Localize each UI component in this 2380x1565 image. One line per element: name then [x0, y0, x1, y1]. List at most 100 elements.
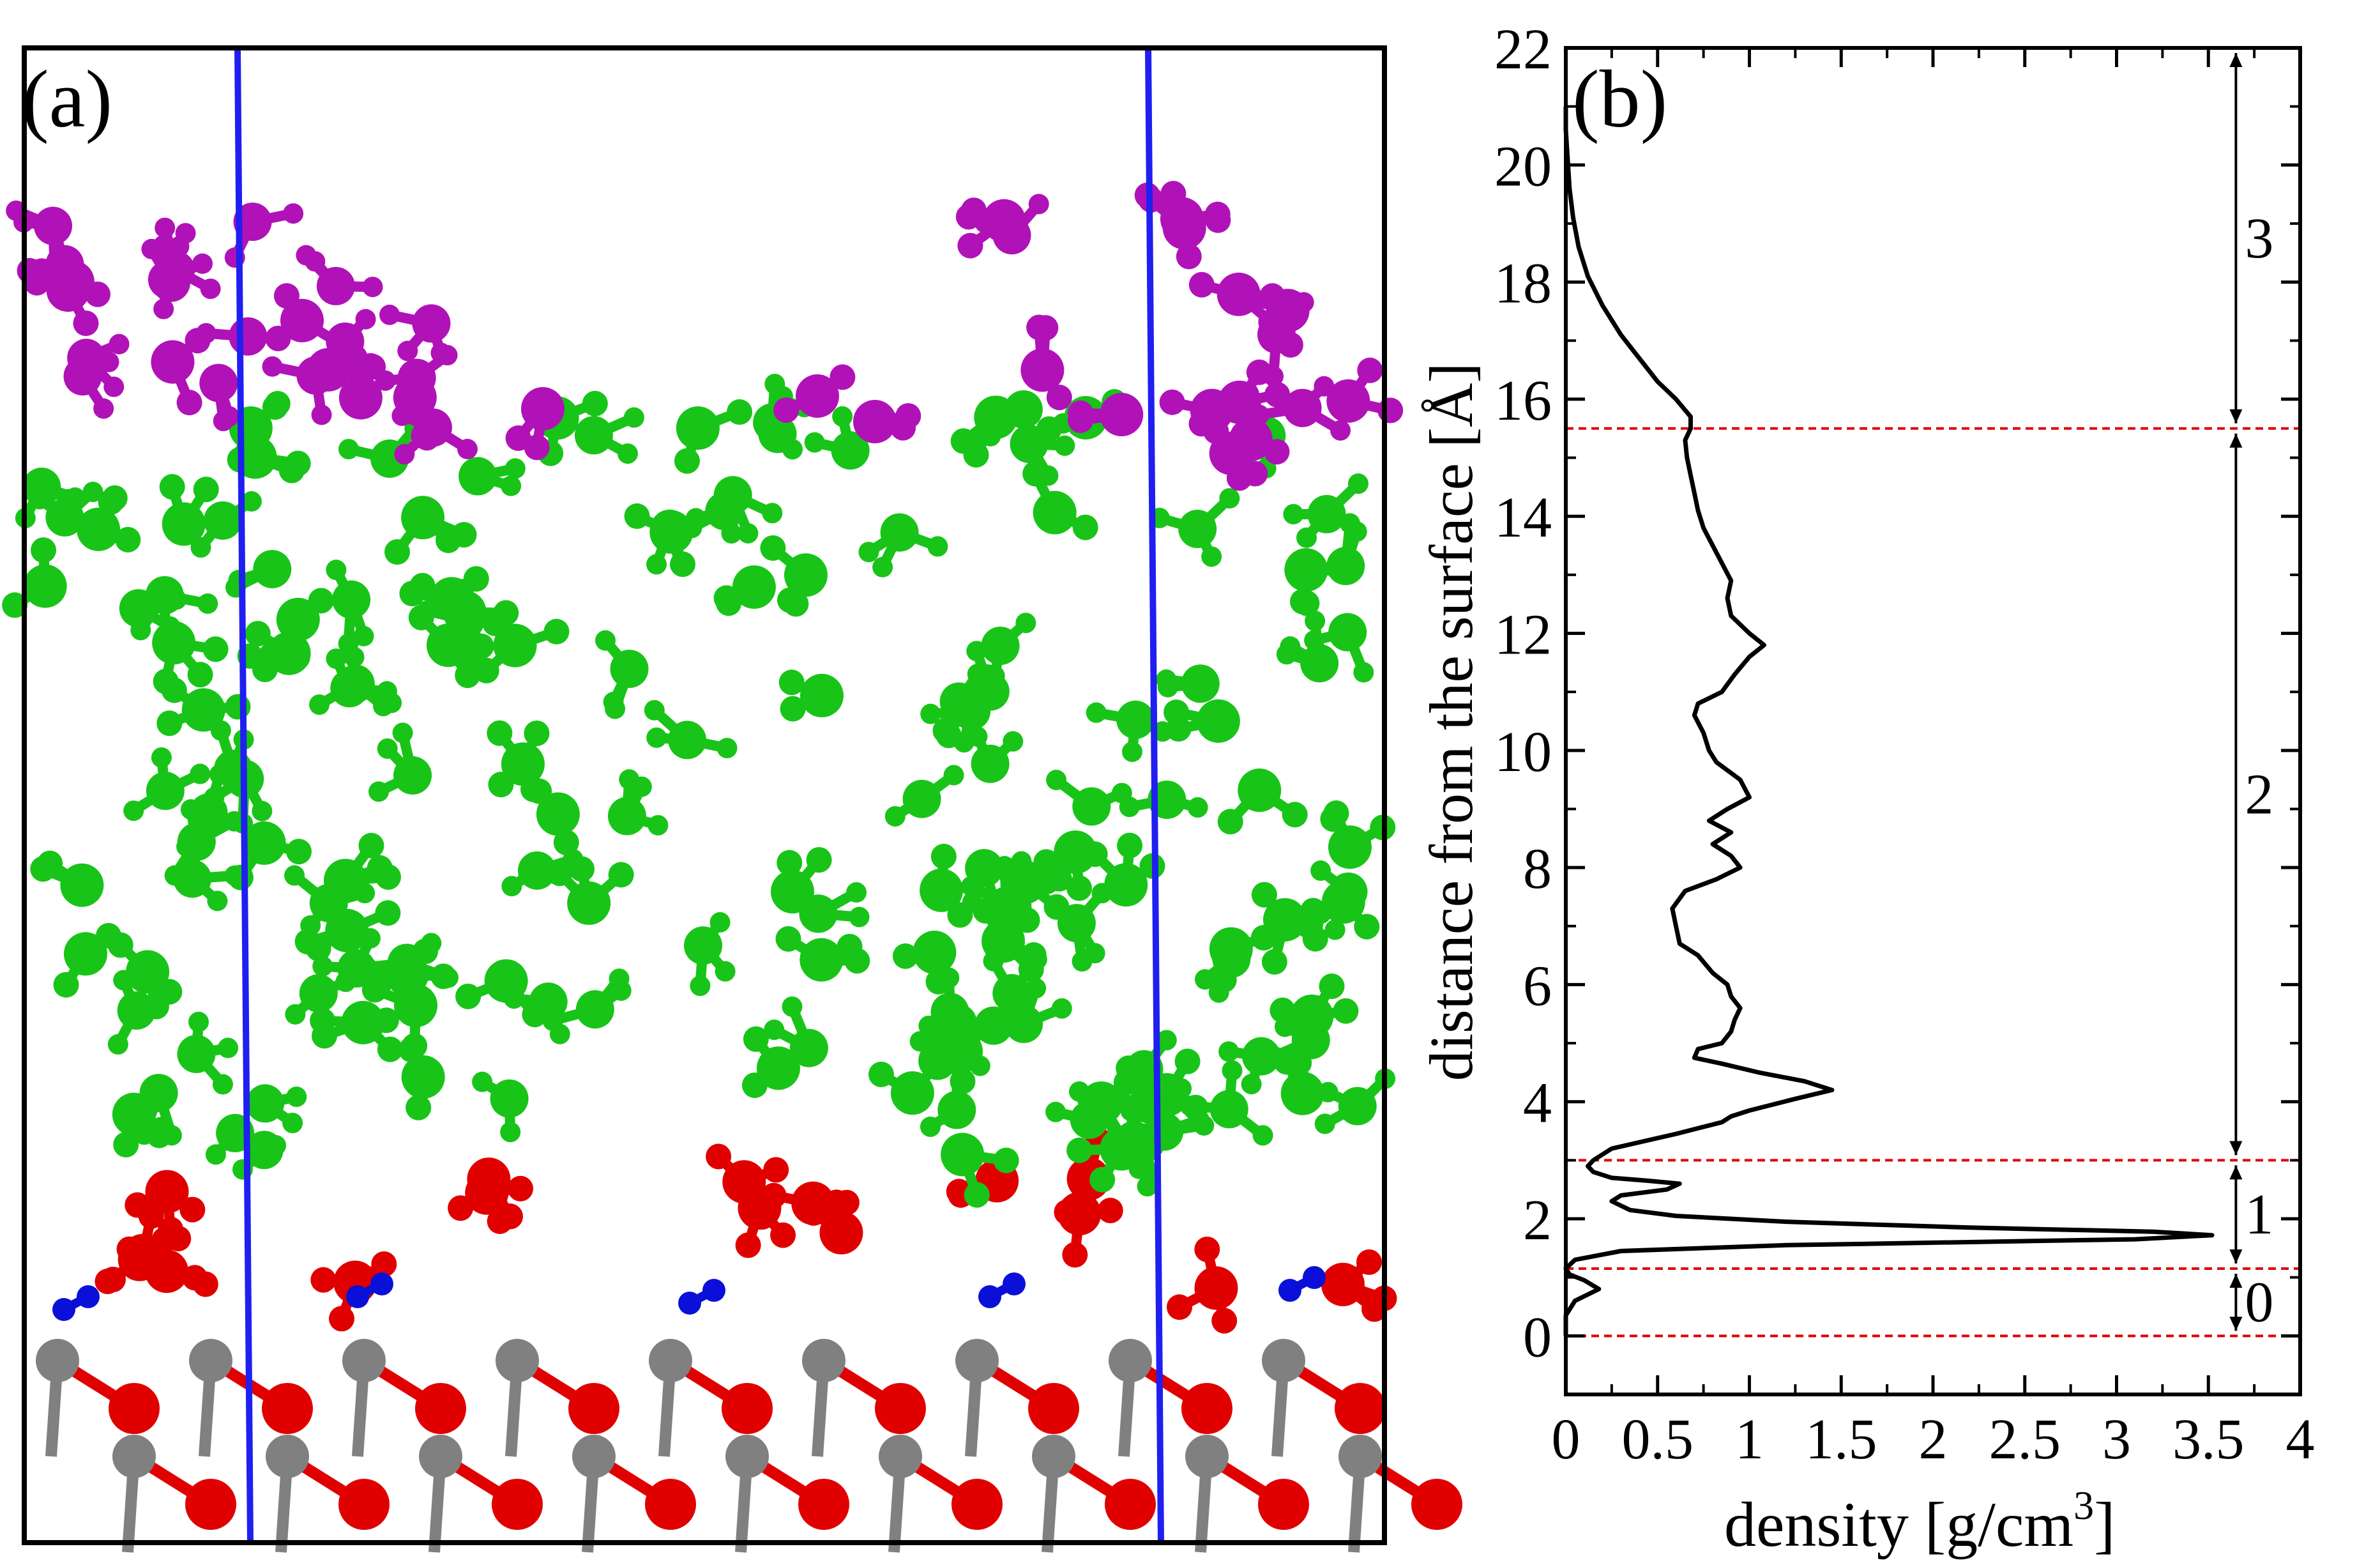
liquid-molecule-atom: [1251, 882, 1277, 908]
liquid-molecule-atom: [286, 1086, 307, 1107]
liquid-molecule-atom: [341, 1000, 385, 1044]
liquid-molecule-atom: [409, 572, 436, 599]
liquid-molecule-atom: [188, 1011, 209, 1032]
liquid-molecule-atom: [146, 772, 185, 811]
liquid-molecule-atom: [617, 443, 638, 464]
liquid-molecule-atom: [197, 593, 218, 614]
adsorbed-molecule-atom: [165, 1225, 192, 1251]
liquid-molecule-atom: [181, 688, 225, 732]
liquid-molecule-atom: [1072, 951, 1093, 972]
liquid-molecule-atom: [113, 1131, 139, 1157]
liquid-molecule-atom: [1211, 967, 1237, 993]
liquid-molecule-atom: [23, 564, 67, 608]
vapor-molecule-atom: [1259, 283, 1285, 309]
x-tick-labels: 0 0.5 1 1.5 2 2.5 3 3.5 4: [1552, 1408, 2315, 1471]
liquid-molecule-atom: [1066, 875, 1093, 901]
vapor-molecule-atom: [338, 376, 383, 420]
vapor-molecule-atom: [974, 212, 996, 233]
liquid-molecule-atom: [1328, 613, 1367, 652]
vapor-molecule-atom: [957, 233, 983, 259]
vapor-molecule-atom: [1330, 420, 1351, 441]
adsorbed-molecule-atom: [770, 1222, 796, 1248]
vapor-molecule-atom: [44, 218, 65, 240]
vapor-molecule-atom: [109, 333, 130, 355]
vapor-molecule-atom: [412, 304, 451, 343]
liquid-molecule-atom: [800, 673, 844, 717]
region-arrow-head-down: [2229, 409, 2243, 424]
surface-oxygen-atom: [109, 1383, 160, 1434]
liquid-molecule-atom: [338, 439, 359, 460]
liquid-molecule-atom: [246, 1084, 285, 1123]
liquid-molecule-atom: [738, 523, 759, 544]
liquid-molecule-atom: [375, 900, 401, 926]
y-tick-label: 12: [1494, 604, 1552, 667]
liquid-molecule-atom: [253, 549, 292, 588]
vapor-molecule-atom: [67, 339, 106, 378]
liquid-molecule-atom: [716, 738, 738, 759]
liquid-molecule-atom: [1320, 806, 1346, 832]
liquid-molecule-atom: [139, 1074, 178, 1113]
titanium-atom: [266, 1435, 309, 1478]
liquid-molecule-atom: [789, 1028, 828, 1067]
adsorbed-molecule-atom: [819, 1210, 863, 1255]
liquid-molecule-atom: [522, 1002, 548, 1028]
vapor-molecule-atom: [1204, 201, 1231, 227]
region-arrow-head-down: [2229, 1141, 2243, 1156]
vapor-molecule-atom: [853, 400, 897, 443]
vapor-molecule-atom: [1033, 315, 1059, 341]
liquid-molecule-atom: [488, 772, 514, 798]
liquid-molecule-atom: [1046, 770, 1067, 791]
liquid-molecule-atom: [1089, 1166, 1116, 1193]
liquid-molecule-atom: [927, 536, 948, 557]
titanium-atom: [189, 1339, 232, 1382]
vapor-molecule-atom: [156, 250, 195, 289]
vapor-molecule-atom: [153, 298, 174, 319]
liquid-molecule-atom: [778, 669, 805, 696]
liquid-molecule-atom: [156, 979, 183, 1005]
liquid-molecule-atom: [113, 970, 134, 991]
liquid-molecule-atom: [880, 513, 919, 552]
liquid-molecule-atom: [1152, 721, 1173, 742]
liquid-molecule-atom: [1072, 787, 1111, 826]
liquid-molecule-atom: [63, 932, 107, 976]
liquid-molecule-atom: [392, 722, 413, 744]
adsorbed-molecule-atom: [801, 1200, 827, 1226]
liquid-molecule-atom: [1178, 509, 1217, 548]
liquid-molecule-atom: [646, 727, 667, 748]
liquid-molecule-atom: [1103, 1131, 1124, 1152]
surface-oxygen-atom: [1258, 1479, 1309, 1530]
titanium-atom: [1262, 1339, 1305, 1382]
liquid-molecule-atom: [709, 912, 731, 933]
liquid-molecule-atom: [177, 1034, 216, 1073]
adsorbed-molecule-atom: [465, 1171, 509, 1215]
adsorbed-molecule-atom: [145, 1170, 189, 1214]
blue-molecule-atom: [678, 1292, 701, 1315]
vapor-molecule-atom: [296, 356, 335, 395]
liquid-molecule-atom: [310, 1007, 336, 1034]
liquid-molecule-atom: [971, 672, 1010, 711]
liquid-molecule-atom: [472, 1071, 493, 1092]
liquid-molecule-atom: [484, 959, 528, 1003]
titanium-atom: [955, 1339, 999, 1382]
liquid-molecule-atom: [384, 539, 411, 565]
liquid-molecule-atom: [806, 847, 832, 873]
surface-oxygen-atom: [798, 1479, 849, 1530]
adsorbed-molecule-atom: [735, 1232, 761, 1258]
liquid-molecule-atom: [278, 457, 305, 484]
y-tick-label: 0: [1523, 1306, 1552, 1369]
vapor-molecule-atom: [45, 245, 84, 284]
region-label-1: 1: [2245, 1183, 2273, 1246]
liquid-molecule-atom: [1252, 1125, 1273, 1146]
surface-oxygen-atom: [722, 1383, 773, 1434]
liquid-molecule-atom: [960, 876, 982, 897]
liquid-molecule-atom: [473, 657, 499, 683]
liquid-molecule-atom: [190, 537, 211, 558]
liquid-molecule-atom: [245, 621, 271, 647]
liquid-molecule-atom: [1291, 1021, 1330, 1060]
vapor-molecule-atom: [1203, 418, 1229, 445]
liquid-molecule-atom: [312, 956, 333, 977]
liquid-molecule-atom: [784, 553, 828, 597]
liquid-molecule-atom: [133, 1124, 155, 1145]
adsorbed-molecule-atom: [1211, 1308, 1238, 1334]
liquid-molecule-atom: [646, 554, 667, 575]
